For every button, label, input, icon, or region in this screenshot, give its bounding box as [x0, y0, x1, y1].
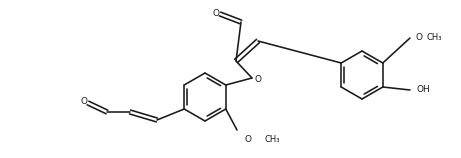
Text: O: O — [415, 33, 422, 43]
Text: OH: OH — [416, 85, 430, 94]
Text: O: O — [213, 9, 219, 18]
Text: O: O — [244, 136, 252, 145]
Text: O: O — [254, 76, 261, 85]
Text: O: O — [81, 97, 88, 106]
Text: CH₃: CH₃ — [426, 33, 442, 43]
Text: CH₃: CH₃ — [264, 136, 279, 145]
